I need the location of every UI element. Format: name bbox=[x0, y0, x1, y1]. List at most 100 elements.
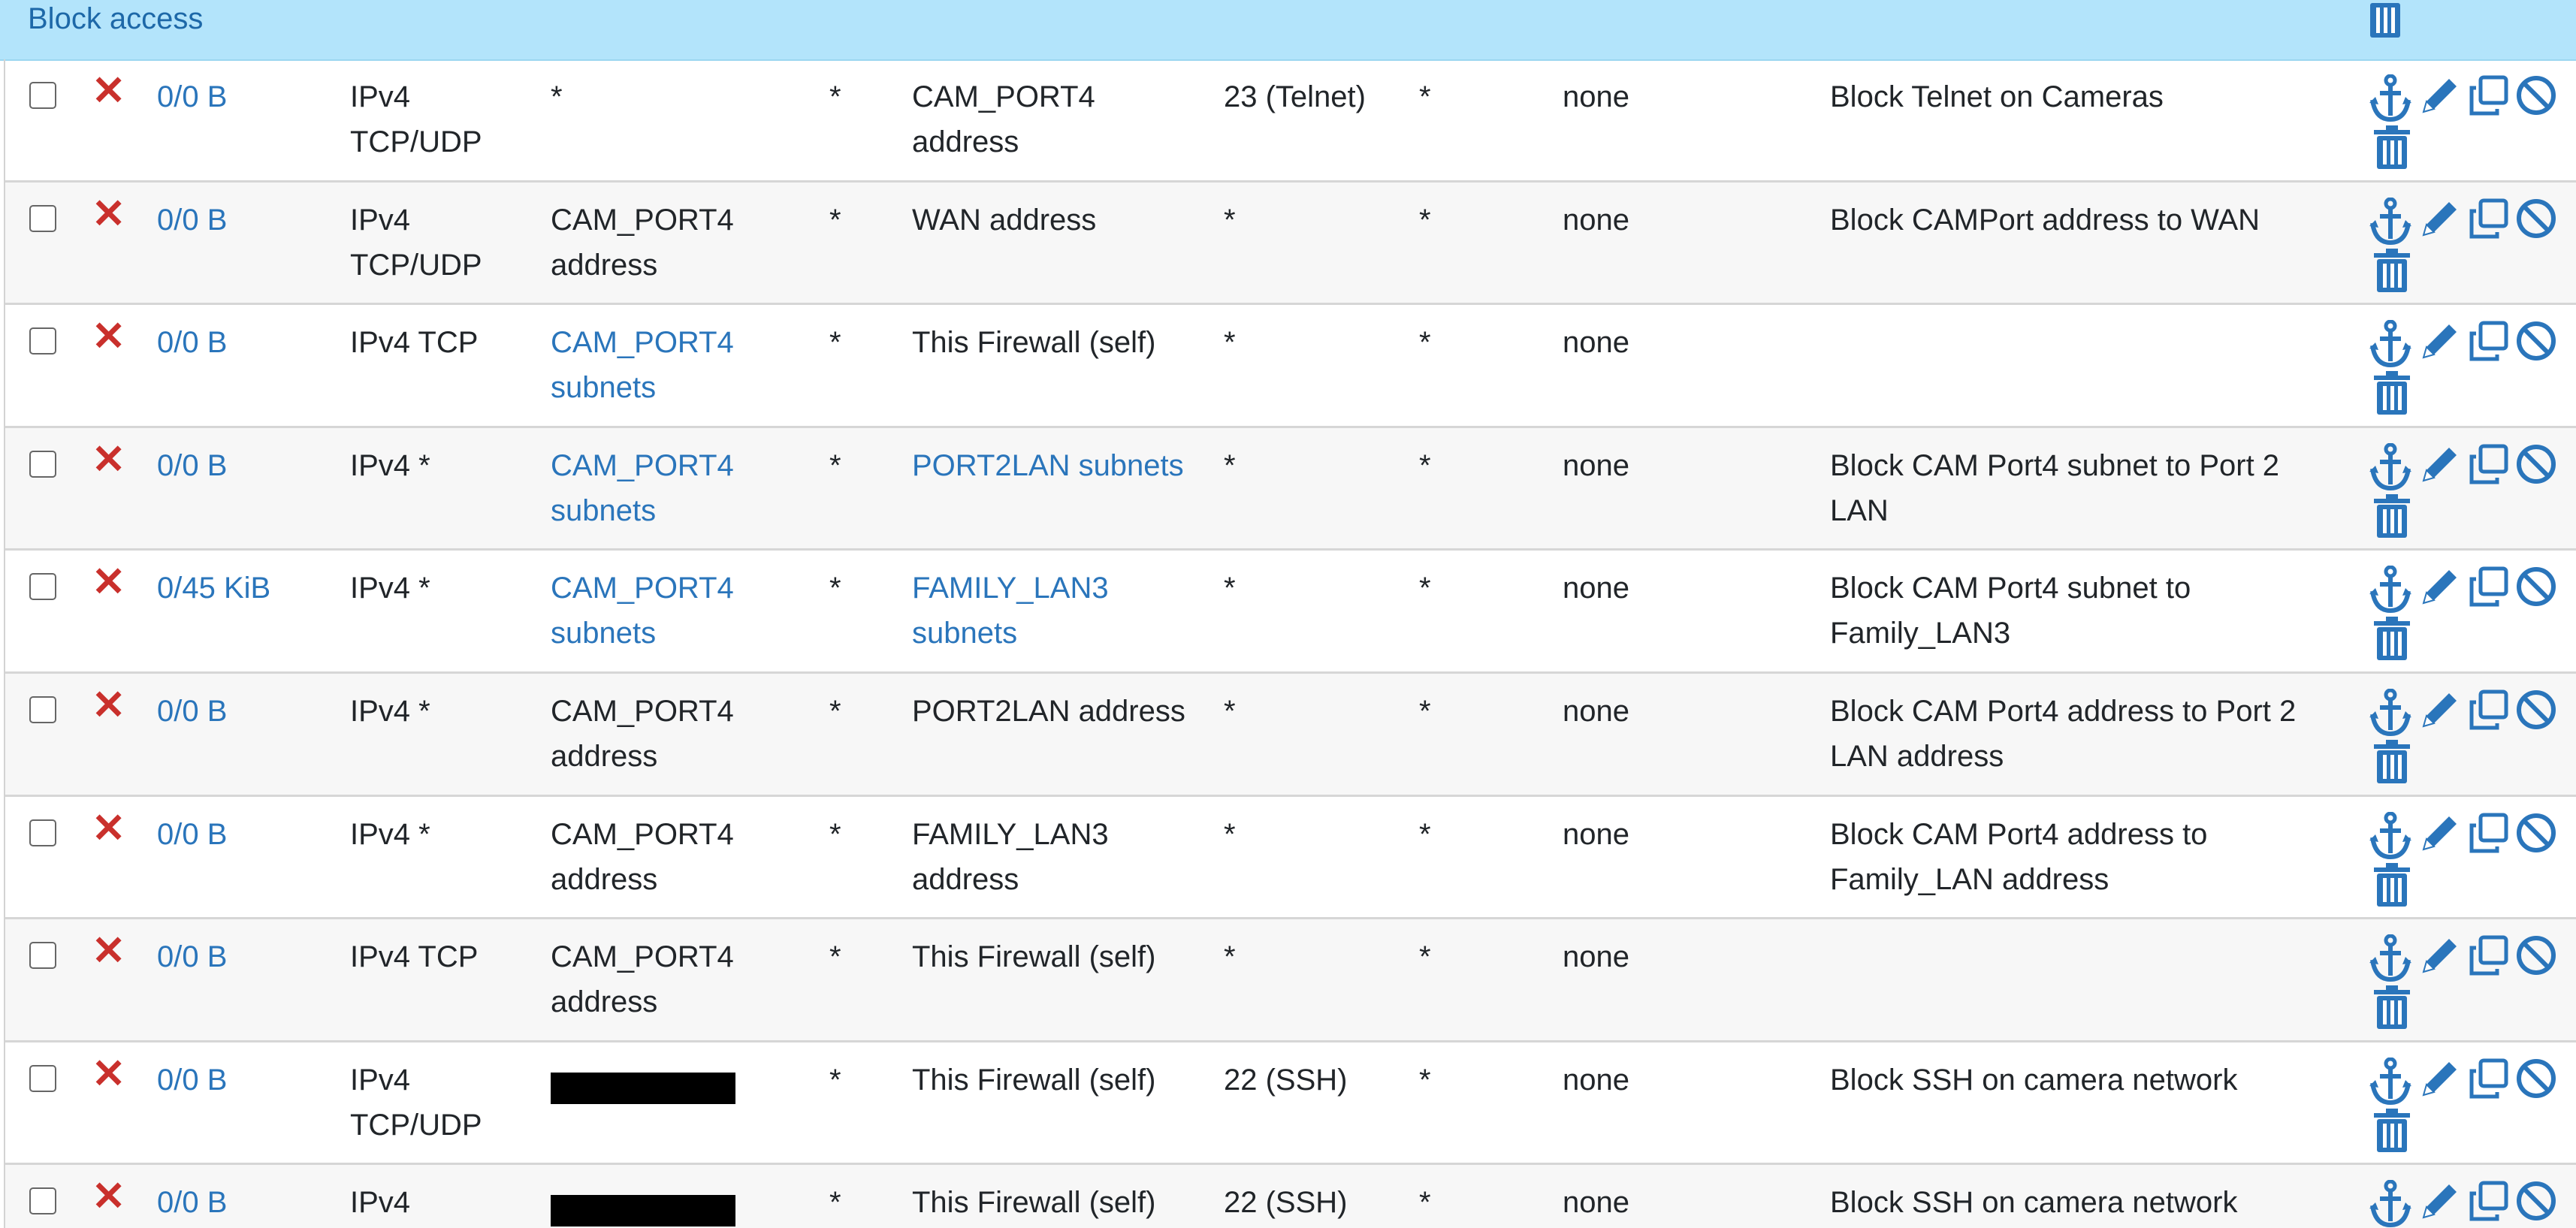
trash-icon[interactable] bbox=[2372, 739, 2411, 783]
trash-icon[interactable] bbox=[2372, 617, 2411, 661]
rule-states[interactable]: 0/0 B bbox=[157, 940, 228, 974]
ban-icon[interactable] bbox=[2515, 1058, 2557, 1100]
anchor-icon[interactable] bbox=[2368, 74, 2413, 122]
pencil-icon[interactable] bbox=[2419, 320, 2461, 362]
table-row[interactable]: ✕ 0/0 B IPv4 TCP/UDP * * CAM_PORT4 address 23 … bbox=[5, 59, 2576, 183]
pencil-icon[interactable] bbox=[2419, 1180, 2461, 1222]
table-row[interactable]: ✕ 0/0 B IPv4 * CAM_PORT4 address * PORT2LAN a… bbox=[5, 673, 2576, 797]
rule-source-port: * bbox=[829, 203, 841, 237]
trash-icon[interactable] bbox=[2372, 1108, 2411, 1152]
row-select-checkbox[interactable] bbox=[29, 1187, 56, 1215]
table-row[interactable]: ✕ 0/0 B IPv4 TCP CAM_PORT4 subnets * This Fir… bbox=[5, 305, 2576, 428]
rule-destination: This Firewall (self) bbox=[912, 940, 1156, 974]
ban-icon[interactable] bbox=[2515, 1180, 2557, 1222]
rule-source-port: * bbox=[829, 694, 841, 728]
table-row[interactable]: ✕ 0/45 KiB IPv4 * CAM_PORT4 subnets * FAMILY_… bbox=[5, 551, 2576, 674]
anchor-icon[interactable] bbox=[2368, 811, 2413, 860]
rule-states[interactable]: 0/0 B bbox=[157, 1063, 228, 1097]
copy-icon[interactable] bbox=[2467, 320, 2509, 362]
anchor-icon[interactable] bbox=[2368, 1180, 2413, 1228]
anchor-icon[interactable] bbox=[2368, 688, 2413, 737]
trash-icon[interactable] bbox=[2372, 371, 2411, 415]
ban-icon[interactable] bbox=[2515, 198, 2557, 240]
row-select-checkbox[interactable] bbox=[29, 204, 56, 232]
pencil-icon[interactable] bbox=[2419, 689, 2461, 731]
x-icon: ✕ bbox=[92, 682, 126, 728]
rule-gateway: * bbox=[1419, 448, 1431, 482]
ban-icon[interactable] bbox=[2515, 320, 2557, 362]
copy-icon[interactable] bbox=[2467, 74, 2509, 116]
rule-protocol: IPv4 TCP/UDP bbox=[350, 80, 482, 158]
row-select-checkbox[interactable] bbox=[29, 82, 56, 109]
rule-description: Block SSH on camera network bbox=[1830, 1063, 2238, 1097]
x-icon: ✕ bbox=[92, 560, 126, 605]
rule-states[interactable]: 0/0 B bbox=[157, 1186, 228, 1220]
anchor-icon[interactable] bbox=[2368, 934, 2413, 982]
rule-actions bbox=[2368, 1057, 2576, 1155]
copy-icon[interactable] bbox=[2467, 566, 2509, 608]
pencil-icon[interactable] bbox=[2419, 198, 2461, 240]
trash-icon[interactable] bbox=[2372, 862, 2411, 907]
redacted-block bbox=[551, 1072, 735, 1104]
rule-queue: none bbox=[1563, 80, 1629, 113]
anchor-icon[interactable] bbox=[2368, 442, 2413, 491]
pencil-icon[interactable] bbox=[2419, 934, 2461, 976]
copy-icon[interactable] bbox=[2467, 689, 2509, 731]
row-select-checkbox[interactable] bbox=[29, 573, 56, 601]
rule-destination[interactable]: FAMILY_LAN3 subnets bbox=[912, 572, 1109, 650]
copy-icon[interactable] bbox=[2467, 934, 2509, 976]
copy-icon[interactable] bbox=[2467, 443, 2509, 485]
ban-icon[interactable] bbox=[2515, 812, 2557, 854]
trash-icon[interactable] bbox=[2372, 248, 2411, 292]
copy-icon[interactable] bbox=[2467, 1058, 2509, 1100]
table-row[interactable]: ✕ 0/0 B IPv4 TCP/UDP * This Firewall (self) 2… bbox=[5, 1042, 2576, 1166]
ban-icon[interactable] bbox=[2515, 443, 2557, 485]
anchor-icon[interactable] bbox=[2368, 197, 2413, 246]
rule-states[interactable]: 0/0 B bbox=[157, 694, 228, 728]
ban-icon[interactable] bbox=[2515, 566, 2557, 608]
table-row[interactable]: ✕ 0/0 B IPv4 * CAM_PORT4 subnets * PORT2LAN s… bbox=[5, 427, 2576, 551]
rule-source[interactable]: CAM_PORT4 subnets bbox=[551, 448, 734, 527]
rule-states[interactable]: 0/0 B bbox=[157, 326, 228, 360]
rule-states[interactable]: 0/0 B bbox=[157, 448, 228, 482]
rule-states[interactable]: 0/0 B bbox=[157, 203, 228, 237]
ban-icon[interactable] bbox=[2515, 934, 2557, 976]
pencil-icon[interactable] bbox=[2419, 74, 2461, 116]
anchor-icon[interactable] bbox=[2368, 320, 2413, 368]
table-row[interactable]: ✕ 0/0 B IPv4 * CAM_PORT4 address * FAMILY_LAN… bbox=[5, 797, 2576, 920]
row-select-checkbox[interactable] bbox=[29, 1064, 56, 1092]
trash-icon[interactable] bbox=[2372, 125, 2411, 169]
trash-icon[interactable] bbox=[2372, 985, 2411, 1030]
rule-destination: PORT2LAN address bbox=[912, 694, 1185, 728]
pencil-icon[interactable] bbox=[2419, 812, 2461, 854]
anchor-icon[interactable] bbox=[2368, 1057, 2413, 1106]
copy-icon[interactable] bbox=[2467, 1180, 2509, 1222]
rule-protocol: IPv4 bbox=[350, 1186, 411, 1220]
rule-states[interactable]: 0/0 B bbox=[157, 817, 228, 851]
rule-destination[interactable]: PORT2LAN subnets bbox=[912, 448, 1184, 482]
rule-states[interactable]: 0/45 KiB bbox=[157, 572, 271, 605]
row-select-checkbox[interactable] bbox=[29, 819, 56, 846]
rule-destination-port: * bbox=[1224, 940, 1236, 974]
row-select-checkbox[interactable] bbox=[29, 450, 56, 478]
ban-icon[interactable] bbox=[2515, 74, 2557, 116]
pencil-icon[interactable] bbox=[2419, 443, 2461, 485]
row-select-checkbox[interactable] bbox=[29, 942, 56, 970]
rule-source[interactable]: CAM_PORT4 subnets bbox=[551, 572, 734, 650]
table-row[interactable]: ✕ 0/0 B IPv4 * This Firewall (self) 22 (SSH) *… bbox=[5, 1165, 2576, 1228]
rule-states[interactable]: 0/0 B bbox=[157, 80, 228, 113]
table-row[interactable]: ✕ 0/0 B IPv4 TCP/UDP CAM_PORT4 address * WAN … bbox=[5, 182, 2576, 306]
anchor-icon[interactable] bbox=[2368, 566, 2413, 614]
rule-source[interactable]: CAM_PORT4 subnets bbox=[551, 326, 734, 405]
table-row[interactable]: ✕ 0/0 B IPv4 TCP CAM_PORT4 address * This Fir… bbox=[5, 919, 2576, 1042]
x-icon: ✕ bbox=[92, 314, 126, 360]
trash-icon[interactable] bbox=[2366, 0, 2405, 39]
ban-icon[interactable] bbox=[2515, 689, 2557, 731]
copy-icon[interactable] bbox=[2467, 198, 2509, 240]
pencil-icon[interactable] bbox=[2419, 566, 2461, 608]
copy-icon[interactable] bbox=[2467, 812, 2509, 854]
row-select-checkbox[interactable] bbox=[29, 327, 56, 355]
pencil-icon[interactable] bbox=[2419, 1058, 2461, 1100]
row-select-checkbox[interactable] bbox=[29, 695, 56, 723]
trash-icon[interactable] bbox=[2372, 493, 2411, 538]
